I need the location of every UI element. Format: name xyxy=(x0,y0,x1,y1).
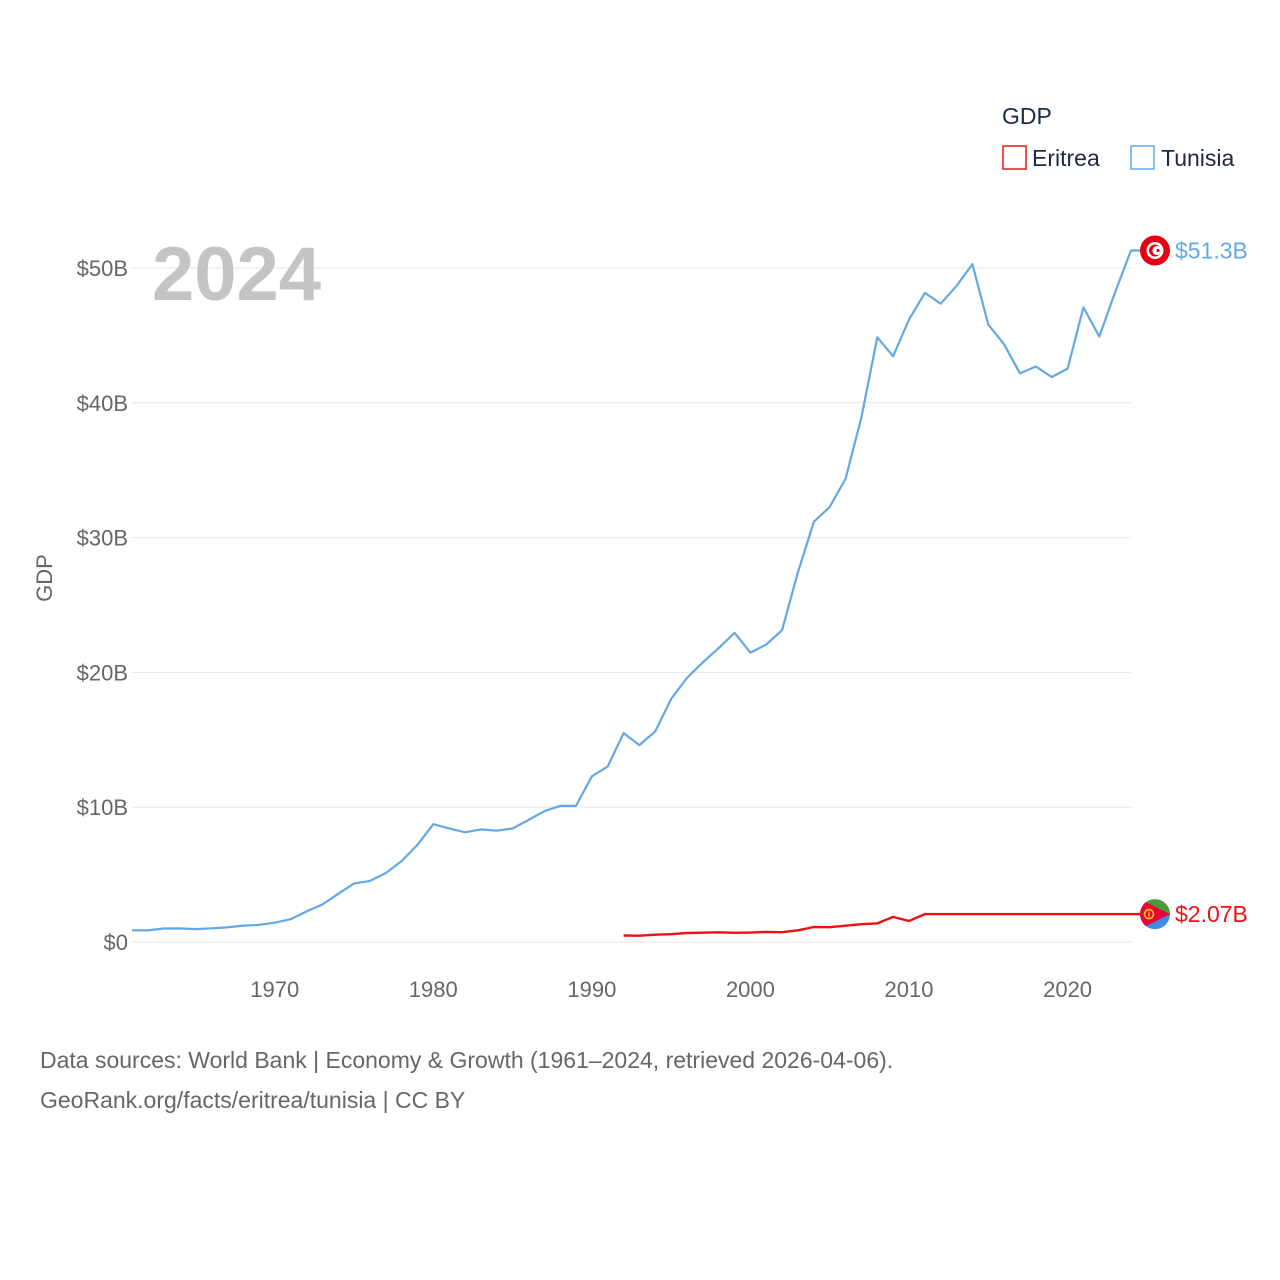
end-value-label-tunisia: $51.3B xyxy=(1175,237,1248,263)
data-sources-text: Data sources: World Bank | Economy & Gro… xyxy=(40,1047,894,1073)
attribution-text: GeoRank.org/facts/eritrea/tunisia | CC B… xyxy=(40,1087,466,1113)
series-line-eritrea xyxy=(623,912,1155,937)
y-tick-label: $40B xyxy=(77,391,128,416)
legend-item-tunisia[interactable]: Tunisia xyxy=(1130,145,1234,171)
legend-item-eritrea[interactable]: Eritrea xyxy=(1002,145,1100,171)
legend-label-tunisia: Tunisia xyxy=(1161,145,1234,171)
x-tick-label: 2000 xyxy=(726,977,775,1002)
y-tick-label: $20B xyxy=(77,660,128,685)
x-axis-ticks: 1970 1980 1990 2000 2010 2020 xyxy=(250,977,1092,1002)
series-lines xyxy=(131,249,1155,937)
y-axis-label: GDP xyxy=(32,554,57,602)
legend-swatch-eritrea xyxy=(1002,145,1027,170)
legend-title: GDP xyxy=(1002,103,1052,129)
legend-label-eritrea: Eritrea xyxy=(1032,145,1100,171)
x-tick-label: 1980 xyxy=(409,977,458,1002)
x-tick-label: 1990 xyxy=(567,977,616,1002)
eritrea-flag-icon xyxy=(1140,899,1170,930)
end-value-label-eritrea: $2.07B xyxy=(1175,901,1248,927)
tunisia-flag-icon xyxy=(1140,235,1170,266)
x-tick-label: 1970 xyxy=(250,977,299,1002)
series-line-tunisia xyxy=(131,249,1155,932)
legend: GDP Eritrea Tunisia xyxy=(1002,103,1234,171)
footer: Data sources: World Bank | Economy & Gro… xyxy=(40,1040,893,1120)
legend-swatch-tunisia xyxy=(1130,145,1155,170)
x-tick-label: 2020 xyxy=(1043,977,1092,1002)
y-tick-label: $50B xyxy=(77,256,128,281)
y-axis-ticks: $0 $10B $20B $30B $40B $50B xyxy=(77,256,128,955)
y-tick-label: $10B xyxy=(77,795,128,820)
y-tick-label: $30B xyxy=(77,526,128,551)
year-indicator: 2024 xyxy=(152,232,321,317)
grid-lines xyxy=(132,267,1131,943)
y-tick-label: $0 xyxy=(104,930,128,955)
x-tick-label: 2010 xyxy=(885,977,934,1002)
